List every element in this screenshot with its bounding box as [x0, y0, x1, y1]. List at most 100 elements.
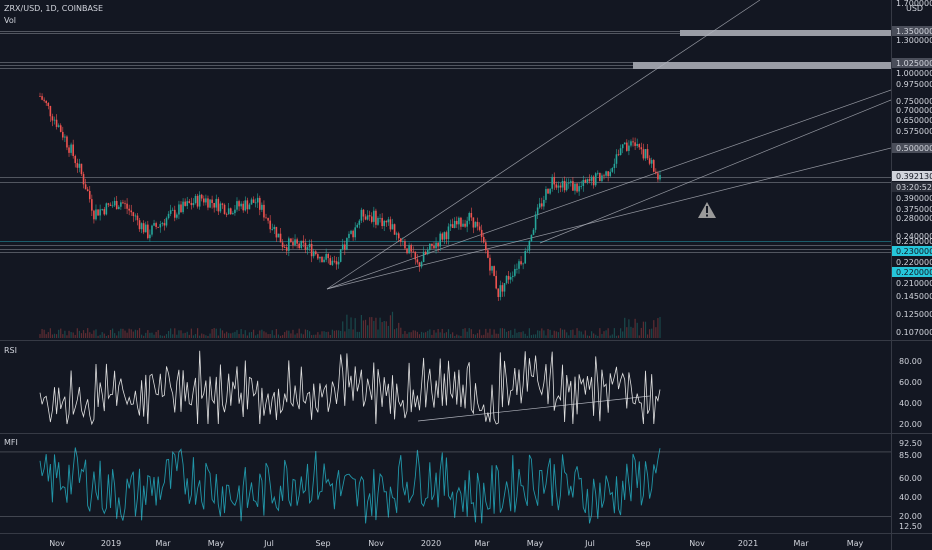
candle-body	[157, 226, 159, 228]
volume-bar	[263, 331, 265, 338]
candle-body	[41, 96, 43, 100]
volume-bar	[128, 328, 130, 338]
candle-body	[132, 212, 135, 217]
candle-body	[285, 247, 288, 251]
candle-body	[549, 188, 551, 194]
volume-bar	[269, 334, 271, 338]
candle-body	[57, 125, 60, 127]
candle-body	[358, 220, 361, 225]
rsi-axis[interactable]: 80.00 60.00 40.00 20.00	[899, 357, 922, 429]
time-axis[interactable]: Nov 2019 Mar May Jul Sep Nov 2020 Mar May Jul Sep No…	[49, 539, 863, 548]
volume-bar	[196, 328, 199, 338]
candle-body	[397, 233, 400, 239]
volume-bar	[151, 332, 153, 338]
candle-body	[308, 243, 311, 248]
volume-bar	[311, 335, 313, 338]
volume-bar	[595, 334, 597, 338]
volume-bar	[541, 328, 543, 338]
candle-body	[288, 238, 290, 251]
volume-bar	[642, 321, 645, 338]
volume-bar	[250, 332, 253, 338]
volume-bar	[377, 329, 379, 338]
candle-body	[524, 251, 527, 264]
volume-bar	[398, 322, 400, 338]
volume-bar	[290, 333, 292, 338]
candle-body	[240, 203, 242, 207]
rsi-label: RSI	[4, 346, 17, 355]
volume-bar	[147, 330, 149, 338]
rsi-series[interactable]	[39, 350, 661, 426]
volume-bar	[514, 328, 516, 338]
candle-body	[211, 199, 213, 203]
price-tick-label: 0.145000	[896, 292, 932, 301]
volume-bar	[601, 334, 603, 338]
volume-bar	[578, 330, 580, 338]
volume-bar	[41, 328, 43, 338]
volume-bar	[462, 328, 464, 338]
volume-bar	[53, 333, 56, 338]
volume-bar	[433, 330, 435, 338]
volume-bar	[373, 320, 375, 338]
volume-bar	[609, 335, 611, 338]
candle-body	[97, 209, 99, 216]
candle-body	[281, 242, 284, 248]
candle-body	[650, 160, 653, 164]
candlestick-series[interactable]	[39, 92, 661, 302]
volume-bar	[74, 334, 76, 338]
candle-body	[207, 198, 209, 208]
volume-bar	[184, 332, 186, 338]
volume-bar	[346, 314, 348, 338]
price-tick-label: 1.350000	[896, 27, 932, 36]
candle-body	[337, 261, 340, 265]
volume-bar	[165, 334, 168, 338]
time-tick-label: May	[527, 539, 544, 548]
candle-body	[497, 288, 500, 298]
price-tick-label: 0.650000	[896, 116, 932, 125]
rsi-tick-label: 20.00	[899, 420, 922, 429]
candle-body	[520, 261, 522, 265]
price-tick-label: 1.300000	[896, 36, 932, 45]
mfi-series[interactable]	[0, 447, 891, 524]
volume-bar	[478, 329, 481, 338]
candle-body	[632, 141, 634, 143]
volume-bar	[64, 330, 66, 338]
volume-bar	[296, 333, 298, 338]
candle-body	[248, 204, 251, 210]
volume-bar	[468, 328, 470, 338]
candle-body	[142, 223, 145, 233]
candle-body	[474, 221, 477, 228]
horizontal-levels[interactable]	[0, 30, 891, 253]
volume-bar	[651, 328, 653, 338]
volume-bar	[186, 331, 188, 338]
price-tick-label: 1.025000	[896, 59, 932, 68]
candle-body	[389, 219, 392, 230]
candle-body	[227, 208, 230, 215]
volume-bar	[284, 332, 286, 338]
volume-bar	[505, 331, 508, 338]
volume-bar	[261, 329, 263, 338]
volume-bar	[423, 332, 425, 338]
volume-bar	[441, 328, 443, 338]
candle-body	[339, 249, 342, 262]
candle-body	[149, 234, 151, 239]
volume-bar	[659, 316, 661, 338]
volume-bar	[431, 334, 433, 338]
volume-bar	[132, 331, 134, 338]
volume-bar	[91, 333, 93, 338]
volume-bar	[414, 330, 416, 338]
volume-bar	[487, 332, 489, 338]
volume-bar	[485, 328, 487, 338]
candle-body	[395, 233, 398, 235]
warning-triangle-icon[interactable]	[698, 202, 716, 218]
candle-body	[238, 201, 240, 207]
candle-body	[74, 155, 77, 164]
candle-body	[254, 202, 257, 204]
trend-line	[539, 99, 892, 244]
candle-body	[485, 242, 487, 251]
mfi-label: MFI	[4, 438, 18, 447]
volume-bar	[617, 335, 620, 338]
volume-bar	[383, 320, 385, 338]
